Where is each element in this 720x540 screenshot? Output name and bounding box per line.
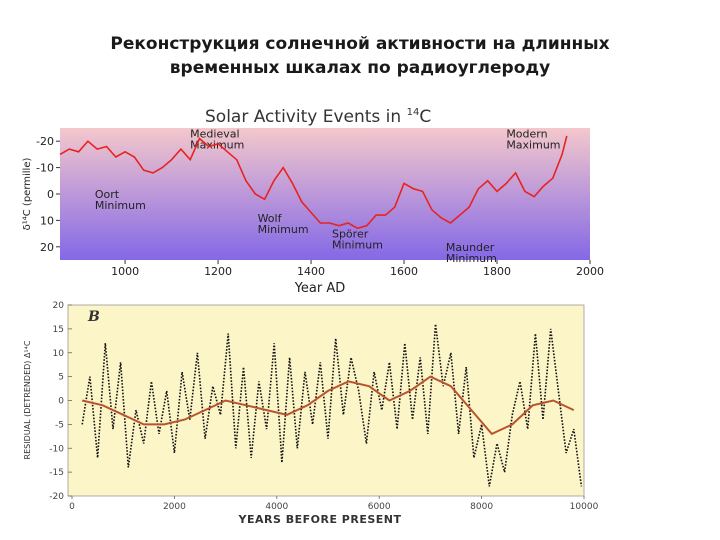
chart1-annotation-line2: Minimum [446,252,497,265]
chart2-y-tick-label: 20 [53,301,65,311]
chart1-y-tick-label: 0 [47,188,54,201]
chart1-annotation: Maunder Minimum [446,241,497,265]
chart1-y-ticks: -20 -10 0 10 20 [36,135,60,254]
chart1-x-tick-label: 1800 [483,265,511,278]
chart1-x-axis-label: Year AD [294,281,346,296]
chart1-annotation: Wolf Minimum [258,212,309,236]
chart1-plot-area [60,128,590,260]
chart1-y-tick-label: 20 [40,241,54,254]
chart-solar-activity: Solar Activity Events in 14C δ¹⁴C (permi… [22,107,604,296]
chart2-x-tick-label: 2000 [163,502,186,512]
chart1-annotation: Oort Minimum [95,188,146,212]
chart2-x-tick-label: 8000 [470,502,493,512]
chart1-annotation-line1: Medieval [190,127,239,140]
chart2-x-tick-label: 0 [69,502,75,512]
chart1-y-tick-label: -20 [36,135,54,148]
chart2-y-tick-label: 0 [58,397,64,407]
chart1-x-tick-label: 2000 [576,265,604,278]
chart1-x-ticks: 1000 1200 1400 1600 1800 2000 [111,260,604,278]
chart2-x-tick-label: 10000 [570,502,599,512]
chart1-delta14c-line [59,135,568,230]
chart1-x-tick-label: 1600 [390,265,418,278]
chart1-title: Solar Activity Events in 14C [205,107,431,127]
chart-residual-panel-b: B RESIDUAL (DETRENDED) Δ¹⁴C YEARS BEFORE… [13,296,609,526]
slide-title-line2: временных шкалах по радиоуглероду [169,58,551,78]
chart1-annotation: Spörer Minimum [332,228,383,252]
chart1-annotation-line1: Modern [506,127,547,140]
chart1-annotation: Medieval Maximum [190,127,244,151]
slide-title-line1: Реконструкция солнечной активности на дл… [110,34,610,54]
chart1-y-tick-label: -10 [36,162,54,175]
chart2-y-tick-label: -5 [55,420,64,430]
chart2-residual-dotted-line [81,324,583,487]
chart1-annotation: Modern Maximum [506,127,560,151]
chart2-y-tick-label: -20 [49,492,64,502]
chart2-panel-label: B [87,309,100,325]
chart1-annotation-line2: Minimum [95,199,146,212]
chart2-x-axis-label: YEARS BEFORE PRESENT [238,513,402,526]
chart2-y-ticks: 20 15 10 5 0 -5 -10 -15 -20 [49,301,72,502]
chart1-annotation-line1: Spörer [332,228,369,241]
chart2-y-tick-label: -10 [49,444,64,454]
chart2-plot-area [67,304,585,497]
chart2-x-tick-label: 4000 [265,502,288,512]
chart1-x-tick-label: 1200 [204,265,232,278]
chart1-annotation-line1: Wolf [258,212,283,225]
chart1-annotation-line2: Minimum [332,239,383,252]
chart1-annotation-line2: Maximum [506,138,560,151]
chart2-x-tick-label: 6000 [368,502,391,512]
slide-title: Реконструкция солнечной активности на дл… [40,32,680,80]
chart2-y-tick-label: -15 [49,468,64,478]
chart1-annotation-line1: Maunder [446,241,495,254]
chart2-x-ticks: 0 2000 4000 6000 8000 10000 [69,496,599,512]
chart2-y-tick-label: 10 [53,349,65,359]
chart1-y-axis-label: δ¹⁴C (permille) [22,158,33,231]
chart1-x-tick-label: 1000 [111,265,139,278]
chart2-y-tick-label: 5 [58,373,64,383]
chart1-annotation-line2: Minimum [258,223,309,236]
chart2-y-axis-label: RESIDUAL (DETRENDED) Δ¹⁴C [23,340,32,459]
chart2-y-tick-label: 15 [53,325,64,335]
chart1-annotation-line1: Oort [95,188,120,201]
chart2-smoothed-trend-line [81,375,575,436]
chart1-y-tick-label: 10 [40,214,54,227]
chart1-x-tick-label: 1400 [297,265,325,278]
